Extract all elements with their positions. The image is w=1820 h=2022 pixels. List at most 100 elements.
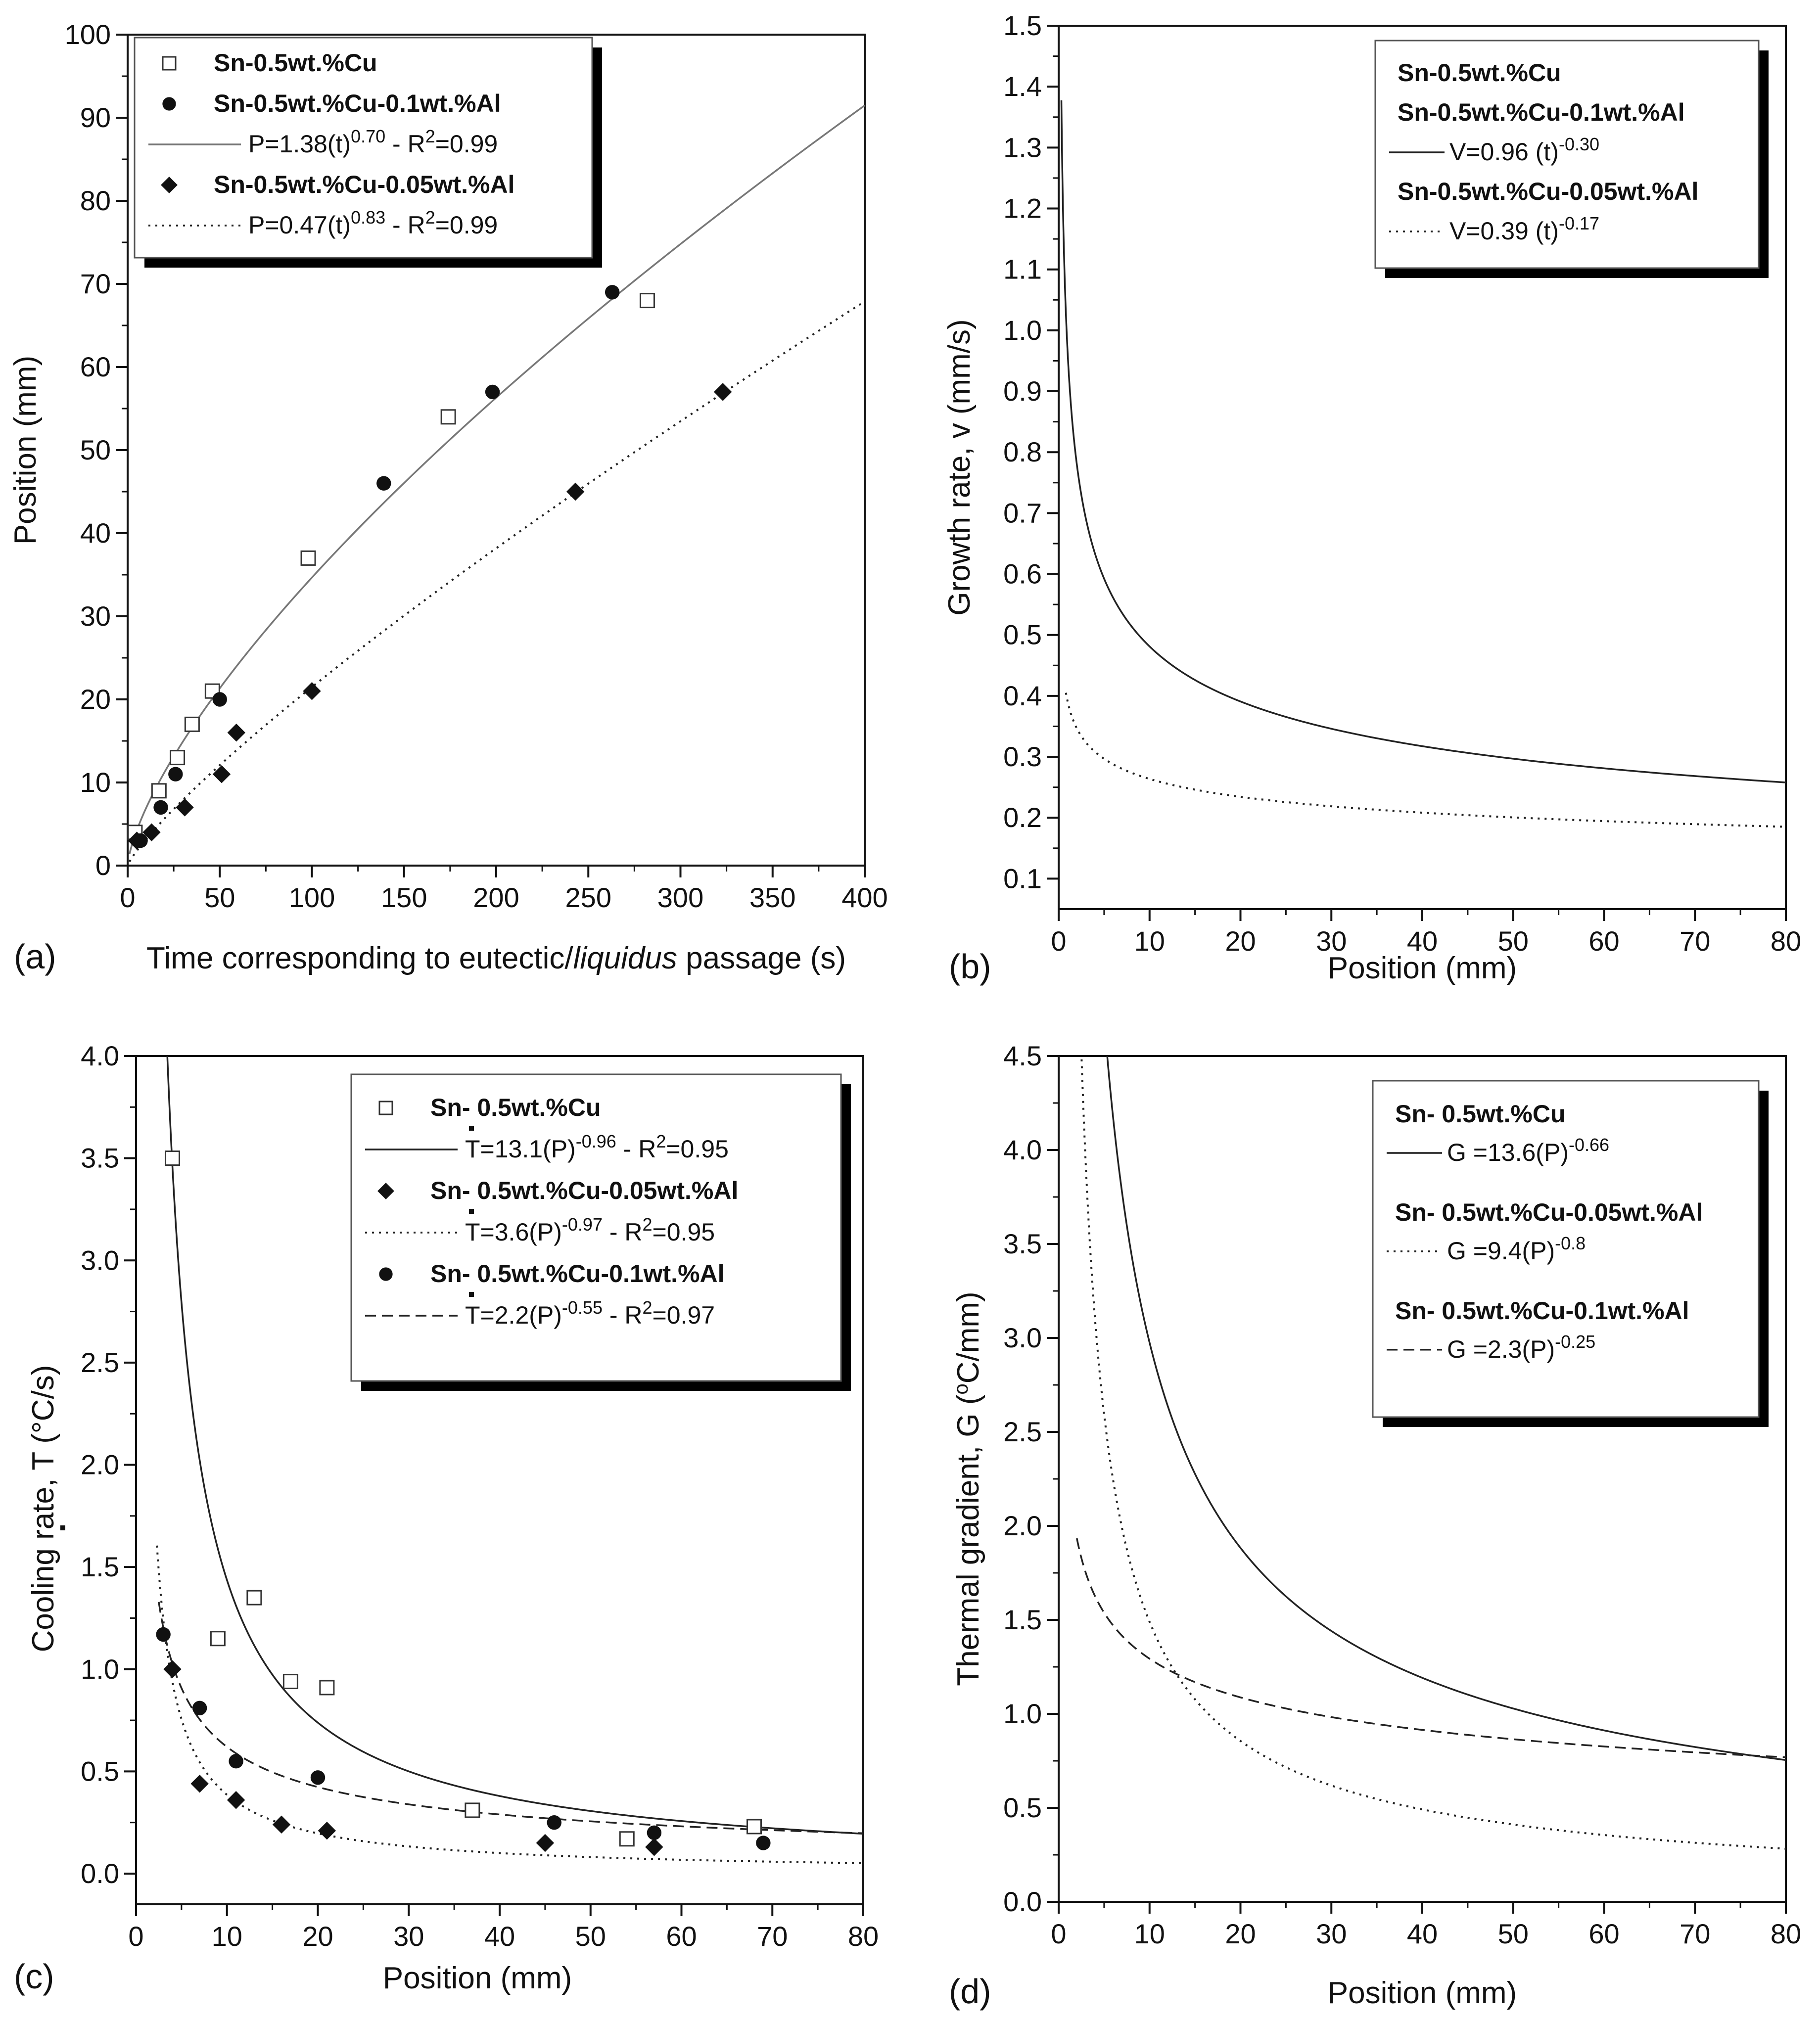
data-point: [605, 285, 620, 300]
legend-equation: G =13.6(P)-0.66: [1447, 1135, 1609, 1167]
y-axis-title-part: (°C/s): [26, 1365, 60, 1452]
chart-panel-3: 0 10 20 30 40 50 60 70 80 0.0 0.5 1.0 1.5 2.0 2.5 3.0 3.…: [949, 1040, 1801, 2011]
y-tick-label: 40: [80, 517, 111, 549]
data-point: [153, 800, 168, 815]
legend-equation: V=0.39 (t)-0.17: [1449, 213, 1599, 245]
y-tick-label: 50: [80, 434, 111, 465]
y-axis-title-part: C/mm): [951, 1291, 985, 1383]
x-tick-label: 70: [757, 1921, 788, 1952]
fit-curve-2: [158, 1602, 863, 1835]
legend-eq-main: P=1.38(t): [248, 130, 351, 158]
legend-eq-rest: - R: [385, 130, 425, 158]
data-point: [246, 1590, 262, 1606]
legend-marker: [162, 97, 176, 111]
legend-eq-exponent: 2: [425, 207, 435, 228]
legend-eq-exponent: 2: [643, 1297, 653, 1318]
legend-marker: [377, 1183, 394, 1199]
legend-entry-label: Sn- 0.5wt.%Cu-0.1wt.%Al: [1395, 1297, 1689, 1325]
data-point: [212, 692, 227, 707]
y-axis-title-part: Thermal gradient, G (: [951, 1394, 985, 1686]
legend-entry-label: Sn-0.5wt.%Cu: [214, 49, 377, 77]
y-tick-label: 0: [95, 850, 111, 881]
data-point: [300, 550, 316, 566]
legend-eq-rest: - R: [603, 1301, 643, 1329]
legend-equation: T=13.1(P)-0.96 - R2=0.95: [465, 1131, 729, 1163]
legend-entry-label: Sn-0.5wt.%Cu-0.1wt.%Al: [214, 90, 501, 117]
y-tick-label: 0.6: [1003, 558, 1042, 590]
y-tick-label: 0.3: [1003, 741, 1042, 772]
x-tick-label: 80: [848, 1921, 879, 1952]
legend-eq-exponent: -0.55: [562, 1297, 603, 1318]
legend-marker: [161, 177, 178, 193]
y-tick-label: 80: [80, 185, 111, 216]
data-point: [376, 476, 391, 491]
y-tick-label: 1.5: [1003, 10, 1042, 41]
legend-equation: P=1.38(t)0.70 - R2=0.99: [248, 126, 498, 158]
data-point: [227, 1791, 245, 1809]
data-point: [440, 409, 456, 425]
data-point: [227, 724, 245, 742]
legend-entry-label: Sn- 0.5wt.%Cu-0.1wt.%Al: [430, 1260, 725, 1287]
x-tick-label: 70: [1680, 925, 1710, 957]
x-axis-title-part: passage (s): [677, 941, 846, 975]
legend-equation: G =2.3(P)-0.25: [1447, 1331, 1595, 1363]
x-axis-title: Position (mm): [1328, 1976, 1517, 2010]
y-tick-label: 4.0: [1003, 1134, 1042, 1165]
data-point: [165, 1150, 180, 1166]
data-point: [566, 482, 585, 501]
y-tick-label: 2.5: [1003, 1416, 1042, 1447]
legend-entry-label: Sn-0.5wt.%Cu-0.05wt.%Al: [214, 171, 514, 198]
fit-curve-2: [1076, 1538, 1786, 1758]
x-axis-title: Position (mm): [383, 1961, 572, 1995]
legend-tdot: [469, 1126, 474, 1131]
x-tick-label: 50: [1498, 1918, 1529, 1949]
legend-equation: T=3.6(P)-0.97 - R2=0.95: [465, 1214, 715, 1246]
x-tick-label: 50: [575, 1921, 606, 1952]
data-point: [310, 1770, 326, 1785]
y-axis-title-part: o: [950, 1383, 972, 1394]
y-tick-label: 0.1: [1003, 863, 1042, 894]
chart-panel-2: 0 10 20 30 40 50 60 70 80 0.0 0.5 1.0 1.5 2.0 2.5 3.0 3.…: [14, 1040, 879, 1996]
panel-letter: (d): [949, 1972, 991, 2011]
data-point: [156, 1627, 171, 1642]
x-tick-label: 250: [565, 882, 611, 913]
legend-eq-rest: =0.97: [653, 1301, 715, 1329]
legend-box: [1374, 40, 1760, 269]
y-tick-label: 1.5: [1003, 1604, 1042, 1635]
x-tick-label: 0: [1051, 1918, 1066, 1949]
legend-eq-rest: - R: [603, 1218, 643, 1246]
x-tick-label: 40: [1407, 1918, 1438, 1949]
x-axis-title: Time corresponding to eutectic/liquidus …: [146, 941, 846, 975]
y-tick-label: 1.0: [1003, 315, 1042, 346]
chart-panel-1: 0 10 20 30 40 50 60 70 80 0.1 0.2 0.3 0.4 0.5 0.6 0.7 0.…: [942, 10, 1801, 986]
legend-entry-label: Sn- 0.5wt.%Cu: [430, 1094, 601, 1121]
y-axis-title: Position (mm): [8, 356, 43, 545]
data-point: [128, 831, 146, 850]
y-tick-label: 1.4: [1003, 71, 1042, 102]
data-point: [756, 1836, 771, 1850]
legend-eq-main: T=3.6(P): [465, 1218, 562, 1246]
legend-box: [1372, 1080, 1760, 1418]
legend-equation: T=2.2(P)-0.55 - R2=0.97: [465, 1297, 715, 1330]
legend-eq-exponent: -0.8: [1555, 1233, 1586, 1253]
y-tick-label: 10: [80, 767, 111, 798]
x-tick-label: 300: [657, 882, 703, 913]
panel-letter: (b): [949, 947, 991, 986]
data-point: [619, 1831, 635, 1847]
legend-entry-label: Sn-0.5wt.%Cu-0.1wt.%Al: [1398, 98, 1685, 126]
y-tick-label: 0.5: [1003, 619, 1042, 650]
y-tick-label: 4.5: [1003, 1040, 1042, 1071]
legend-marker: [378, 1101, 393, 1115]
legend-eq-rest: - R: [616, 1135, 656, 1163]
data-point: [163, 1660, 182, 1678]
data-point: [547, 1815, 561, 1830]
legend-eq-exponent: -0.25: [1555, 1331, 1595, 1351]
x-tick-label: 200: [473, 882, 519, 913]
legend-eq-exponent: 0.83: [351, 207, 385, 228]
x-tick-label: 50: [204, 882, 235, 913]
legend-eq-exponent: -0.66: [1569, 1135, 1609, 1155]
x-tick-label: 60: [1588, 925, 1619, 957]
data-point: [713, 383, 732, 401]
y-tick-label: 0.8: [1003, 436, 1042, 467]
y-tick-label: 4.0: [81, 1040, 119, 1071]
